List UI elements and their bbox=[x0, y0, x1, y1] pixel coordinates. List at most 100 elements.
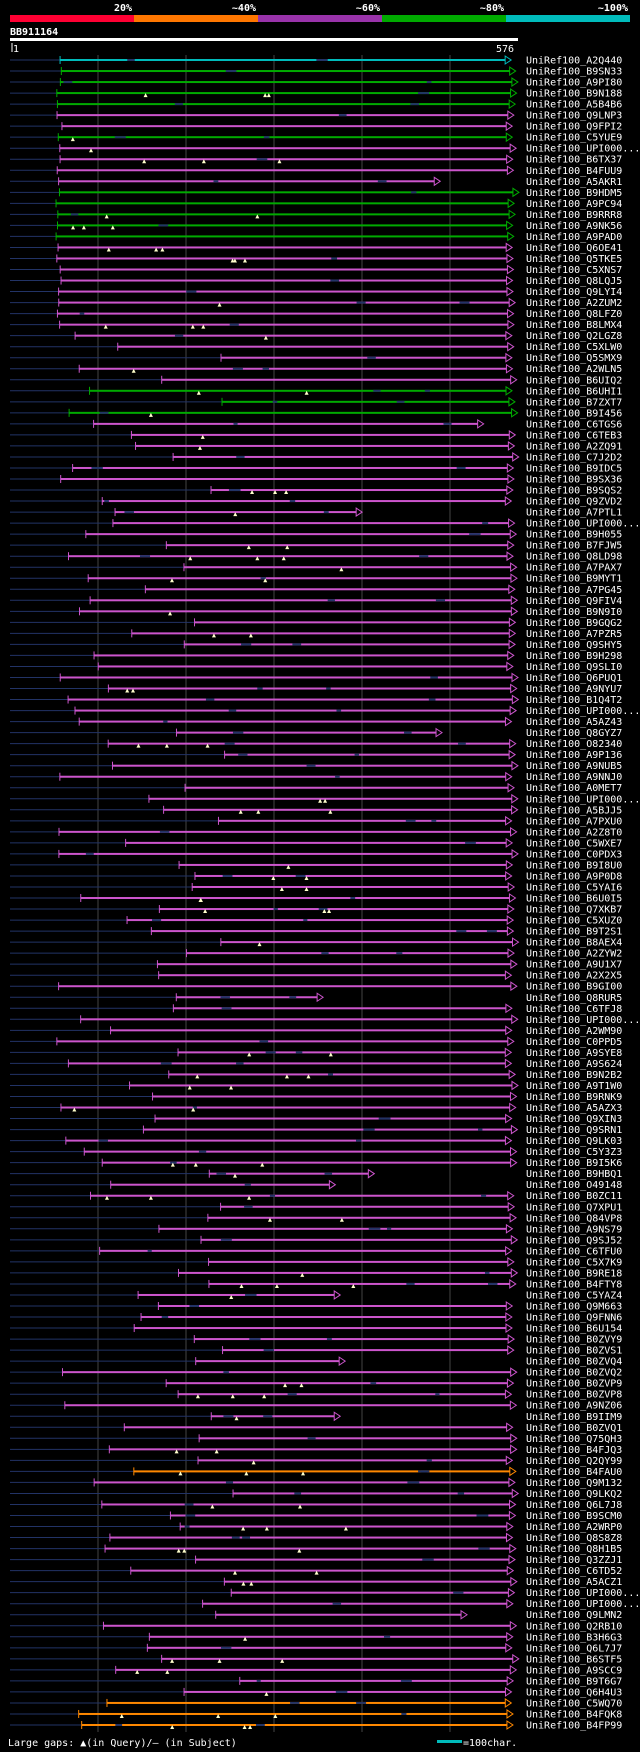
hit-label[interactable]: UniRef100_C6TD52 bbox=[526, 1566, 622, 1577]
hit-label[interactable]: UniRef100_C5WXE7 bbox=[526, 838, 622, 849]
hit-label[interactable]: UniRef100_Q84VP8 bbox=[526, 1213, 622, 1224]
hit-row[interactable]: UniRef100_A9NNJ0 bbox=[10, 771, 622, 783]
hit-row[interactable]: UniRef100_O82340 bbox=[10, 738, 622, 750]
hit-label[interactable]: UniRef100_A9NK56 bbox=[526, 221, 622, 232]
hit-label[interactable]: UniRef100_C5Y3Z3 bbox=[526, 1147, 622, 1158]
hit-label[interactable]: UniRef100_Q2LGZ8 bbox=[526, 331, 622, 342]
hit-label[interactable]: UniRef100_A5AKR1 bbox=[526, 177, 622, 188]
hit-label[interactable]: UniRef100_B4FUU9 bbox=[526, 166, 622, 177]
hit-row[interactable]: UniRef100_Q5TKE5 bbox=[10, 253, 622, 265]
hit-label[interactable]: UniRef100_B9MYT1 bbox=[526, 574, 622, 585]
hit-label[interactable]: UniRef100_B9HDM5 bbox=[526, 188, 622, 199]
hit-label[interactable]: UniRef100_B9SN33 bbox=[526, 67, 622, 78]
hit-row[interactable]: UniRef100_B7ZXT7 bbox=[10, 396, 622, 408]
hit-label[interactable]: UniRef100_B1Q4T2 bbox=[526, 695, 622, 706]
hit-row[interactable]: UniRef100_B9I5K6 bbox=[10, 1157, 622, 1169]
hit-row[interactable]: UniRef100_Q9FNN6 bbox=[10, 1312, 622, 1324]
hit-label[interactable]: UniRef100_Q9FIV4 bbox=[526, 596, 622, 607]
hit-label[interactable]: UniRef100_Q8LQJ5 bbox=[526, 276, 622, 287]
hit-label[interactable]: UniRef100_B8LMX4 bbox=[526, 320, 622, 331]
hit-label[interactable]: UniRef100_Q6OE41 bbox=[526, 243, 622, 254]
hit-label[interactable]: UniRef100_UPI000... bbox=[526, 706, 640, 717]
hit-row[interactable]: UniRef100_B9T2S1 bbox=[10, 926, 622, 938]
hit-row[interactable]: UniRef100_UPI000... bbox=[10, 1014, 640, 1026]
hit-row[interactable]: UniRef100_A7PTL1 bbox=[10, 507, 622, 519]
hit-row[interactable]: UniRef100_Q7XKB7 bbox=[10, 904, 622, 916]
hit-row[interactable]: UniRef100_B0ZVY9 bbox=[10, 1334, 622, 1346]
hit-label[interactable]: UniRef100_Q9LK03 bbox=[526, 1136, 622, 1147]
hit-row[interactable]: UniRef100_B9H298 bbox=[10, 650, 622, 662]
hit-label[interactable]: UniRef100_C6TEB3 bbox=[526, 430, 622, 441]
hit-row[interactable]: UniRef100_Q8LFZ0 bbox=[10, 308, 622, 320]
hit-label[interactable]: UniRef100_B9RE18 bbox=[526, 1268, 622, 1279]
hit-row[interactable]: UniRef100_Q8LD98 bbox=[10, 551, 622, 563]
hit-row[interactable]: UniRef100_B9GQG2 bbox=[10, 617, 622, 629]
hit-row[interactable]: UniRef100_A9PAD0 bbox=[10, 231, 622, 243]
hit-row[interactable]: UniRef100_A7PAX7 bbox=[10, 562, 622, 574]
hit-row[interactable]: UniRef100_B6UIQ2 bbox=[10, 374, 622, 386]
hit-row[interactable]: UniRef100_B4FAU0 bbox=[10, 1466, 622, 1478]
hit-row[interactable]: UniRef100_Q9LYI4 bbox=[10, 286, 622, 298]
hit-row[interactable]: UniRef100_Q9LMN2 bbox=[10, 1609, 622, 1621]
hit-label[interactable]: UniRef100_C6TGS6 bbox=[526, 419, 622, 430]
hit-label[interactable]: UniRef100_Q5SMX9 bbox=[526, 353, 622, 364]
hit-label[interactable]: UniRef100_B4FP99 bbox=[526, 1721, 622, 1732]
hit-row[interactable]: UniRef100_A9T1W0 bbox=[10, 1080, 622, 1092]
hit-row[interactable]: UniRef100_Q2QY99 bbox=[10, 1455, 622, 1467]
hit-label[interactable]: UniRef100_A9S624 bbox=[526, 1059, 622, 1070]
hit-row[interactable]: UniRef100_UPI000... bbox=[10, 1587, 640, 1599]
hit-label[interactable]: UniRef100_Q9LNP3 bbox=[526, 111, 622, 122]
hit-label[interactable]: UniRef100_Q9XIN3 bbox=[526, 1114, 622, 1125]
hit-row[interactable]: UniRef100_B0ZVQ4 bbox=[10, 1356, 622, 1368]
hit-row[interactable]: UniRef100_B9I456 bbox=[10, 407, 622, 419]
hit-label[interactable]: UniRef100_B9I456 bbox=[526, 408, 622, 419]
hit-label[interactable]: UniRef100_Q9SLI0 bbox=[526, 662, 622, 673]
hit-label[interactable]: UniRef100_Q9FPI2 bbox=[526, 122, 622, 133]
hit-row[interactable]: UniRef100_C5YUE9 bbox=[10, 132, 622, 144]
hit-row[interactable]: UniRef100_B9SQS2 bbox=[10, 485, 622, 497]
hit-row[interactable]: UniRef100_B9IDC5 bbox=[10, 463, 622, 474]
hit-row[interactable]: UniRef100_B0ZVQ2 bbox=[10, 1367, 622, 1379]
hit-row[interactable]: UniRef100_B8AEX4 bbox=[10, 937, 622, 949]
hit-row[interactable]: UniRef100_B7FJW5 bbox=[10, 540, 622, 552]
hit-label[interactable]: UniRef100_Q7XKB7 bbox=[526, 905, 622, 916]
hit-row[interactable]: UniRef100_A2Z8T0 bbox=[10, 826, 622, 838]
hit-row[interactable]: UniRef100_A9P136 bbox=[10, 749, 622, 761]
hit-row[interactable]: UniRef100_Q84VP8 bbox=[10, 1212, 622, 1224]
hit-row[interactable]: UniRef100_C5XNS7 bbox=[10, 264, 622, 276]
hit-row[interactable]: UniRef100_B0ZVP9 bbox=[10, 1378, 622, 1390]
hit-row[interactable]: UniRef100_UPI000... bbox=[10, 143, 640, 155]
hit-row[interactable]: UniRef100_B6UHI1 bbox=[10, 385, 622, 397]
hit-row[interactable]: UniRef100_Q2LGZ8 bbox=[10, 330, 622, 342]
hit-label[interactable]: UniRef100_Q9M663 bbox=[526, 1301, 622, 1312]
hit-label[interactable]: UniRef100_UPI000... bbox=[526, 1015, 640, 1026]
hit-label[interactable]: UniRef100_B9N9I0 bbox=[526, 607, 622, 618]
hit-label[interactable]: UniRef100_B0ZVQ4 bbox=[526, 1357, 622, 1368]
hit-label[interactable]: UniRef100_B9T2S1 bbox=[526, 927, 622, 938]
hit-label[interactable]: UniRef100_Q9SRN1 bbox=[526, 1125, 622, 1136]
hit-row[interactable]: UniRef100_UPI000... bbox=[10, 705, 640, 717]
hit-label[interactable]: UniRef100_A5AZ43 bbox=[526, 717, 622, 728]
hit-label[interactable]: UniRef100_A5B4B6 bbox=[526, 100, 622, 111]
hit-label[interactable]: UniRef100_B9RNK9 bbox=[526, 1092, 622, 1103]
hit-row[interactable]: UniRef100_Q8LQJ5 bbox=[10, 275, 622, 287]
hit-label[interactable]: UniRef100_B4FTY8 bbox=[526, 1279, 622, 1290]
hit-row[interactable]: UniRef100_A7PXU0 bbox=[10, 815, 622, 827]
hit-row[interactable]: UniRef100_A2X2X5 bbox=[10, 970, 622, 982]
hit-row[interactable]: UniRef100_B4FUU9 bbox=[10, 165, 622, 177]
hit-row[interactable]: UniRef100_B9HDM5 bbox=[10, 187, 622, 199]
hit-row[interactable]: UniRef100_C5XUZ0 bbox=[10, 915, 622, 927]
hit-row[interactable]: UniRef100_A9NZ06 bbox=[10, 1400, 622, 1412]
hit-row[interactable]: UniRef100_A2WRP0 bbox=[10, 1521, 622, 1533]
hit-row[interactable]: UniRef100_B9N188 bbox=[10, 88, 622, 100]
hit-row[interactable]: UniRef100_A9NUB5 bbox=[10, 760, 622, 772]
hit-label[interactable]: UniRef100_A7PG45 bbox=[526, 585, 622, 596]
hit-row[interactable]: UniRef100_A5AZX3 bbox=[10, 1102, 622, 1114]
hit-row[interactable]: UniRef100_Q9FIV4 bbox=[10, 595, 622, 607]
hit-label[interactable]: UniRef100_C0PPD5 bbox=[526, 1037, 622, 1048]
hit-row[interactable]: UniRef100_A7PG45 bbox=[10, 584, 622, 596]
hit-row[interactable]: UniRef100_A5ACZ1 bbox=[10, 1576, 622, 1588]
hit-row[interactable]: UniRef100_C5WQ70 bbox=[10, 1698, 622, 1709]
hit-label[interactable]: UniRef100_B4FJQ3 bbox=[526, 1445, 622, 1456]
hit-row[interactable]: UniRef100_C5YAZ4 bbox=[10, 1290, 622, 1301]
